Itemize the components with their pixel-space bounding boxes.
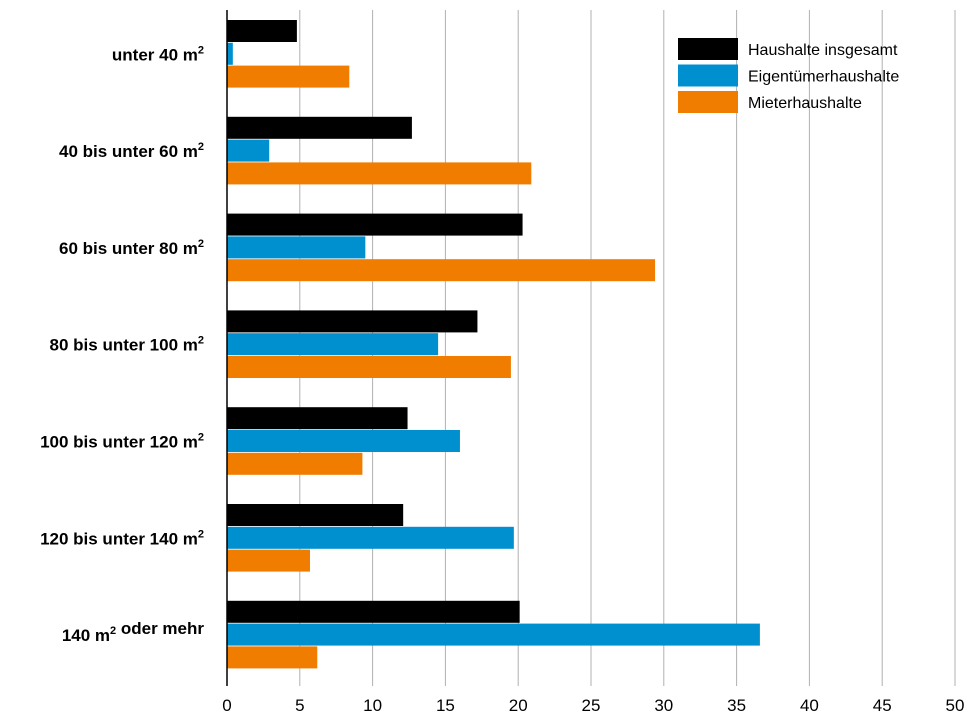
x-tick-label: 20 xyxy=(509,696,528,715)
x-tick-labels: 0 5 10 15 20 25 30 35 40 45 50 xyxy=(222,696,964,715)
bar xyxy=(227,236,366,259)
bar xyxy=(227,259,656,282)
bar xyxy=(227,162,532,185)
legend: Haushalte insgesamt Eigentümerhaushalte Mi… xyxy=(678,38,899,113)
x-tick-label: 0 xyxy=(222,696,231,715)
category-labels: unter 40 m2 40 bis unter 60 m2 60 bis unte… xyxy=(40,44,204,645)
category-label: 60 bis unter 80 m2 xyxy=(59,238,204,258)
x-tick-label: 25 xyxy=(582,696,601,715)
x-tick-label: 30 xyxy=(654,696,673,715)
x-tick-label: 5 xyxy=(295,696,304,715)
legend-swatch xyxy=(678,38,738,60)
x-tick-label: 10 xyxy=(363,696,382,715)
x-tick-label: 50 xyxy=(946,696,964,715)
category-label: 100 bis unter 120 m2 xyxy=(40,432,204,452)
x-tick-label: 40 xyxy=(800,696,819,715)
bar xyxy=(227,430,460,452)
bar xyxy=(227,452,363,475)
category-label: 80 bis unter 100 m2 xyxy=(50,335,204,355)
legend-swatch xyxy=(678,91,738,113)
bar xyxy=(227,139,270,162)
bar xyxy=(227,356,511,378)
bar xyxy=(227,333,439,356)
category-label: 120 bis unter 140 m2 xyxy=(40,528,204,548)
bar xyxy=(227,310,478,333)
category-label: 40 bis unter 60 m2 xyxy=(59,141,204,161)
x-tick-label: 35 xyxy=(727,696,746,715)
category-label: 140 m2 oder mehr xyxy=(62,619,205,645)
bar xyxy=(227,42,233,65)
legend-label: Haushalte insgesamt xyxy=(748,42,898,59)
bars xyxy=(227,20,760,669)
bar xyxy=(227,526,514,549)
bar xyxy=(227,116,412,139)
legend-swatch xyxy=(678,64,738,87)
x-tick-label: 45 xyxy=(873,696,892,715)
bar xyxy=(227,213,523,236)
bar xyxy=(227,646,318,669)
bar xyxy=(227,600,520,623)
x-tick-label: 15 xyxy=(436,696,455,715)
bar xyxy=(227,623,760,646)
bar xyxy=(227,20,297,42)
bar xyxy=(227,549,310,572)
legend-label: Mieterhaushalte xyxy=(748,95,862,112)
bar xyxy=(227,504,404,526)
bar xyxy=(227,65,350,88)
category-label: unter 40 m2 xyxy=(112,44,204,64)
legend-label: Eigentümerhaushalte xyxy=(748,69,899,86)
bar xyxy=(227,407,408,430)
